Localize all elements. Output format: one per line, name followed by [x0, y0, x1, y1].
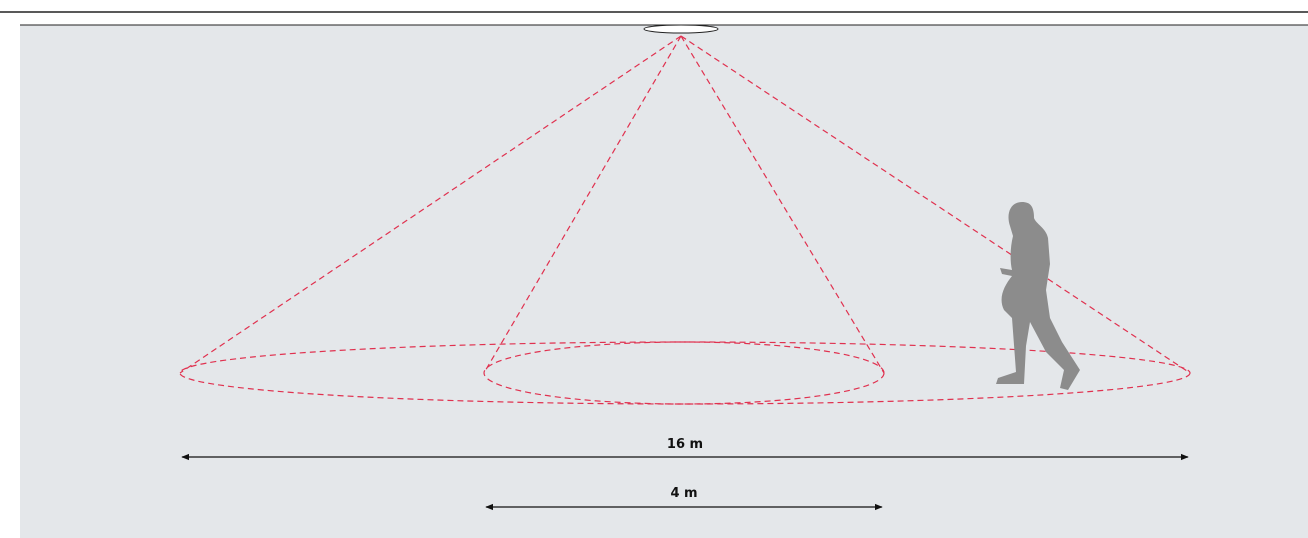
outer-cone-right — [680, 35, 1191, 374]
inner-area — [483, 341, 885, 405]
inner-cone-left — [483, 35, 682, 374]
person-silhouette — [996, 202, 1080, 390]
detection-cones — [179, 35, 1191, 405]
inner-cone-right — [680, 35, 885, 374]
inner-dimension-label: 4 m — [670, 486, 697, 501]
outer-cone-left — [179, 35, 682, 374]
outer-dimension-label: 16 m — [667, 437, 703, 452]
room-background — [20, 25, 1308, 538]
sensor — [643, 24, 719, 34]
